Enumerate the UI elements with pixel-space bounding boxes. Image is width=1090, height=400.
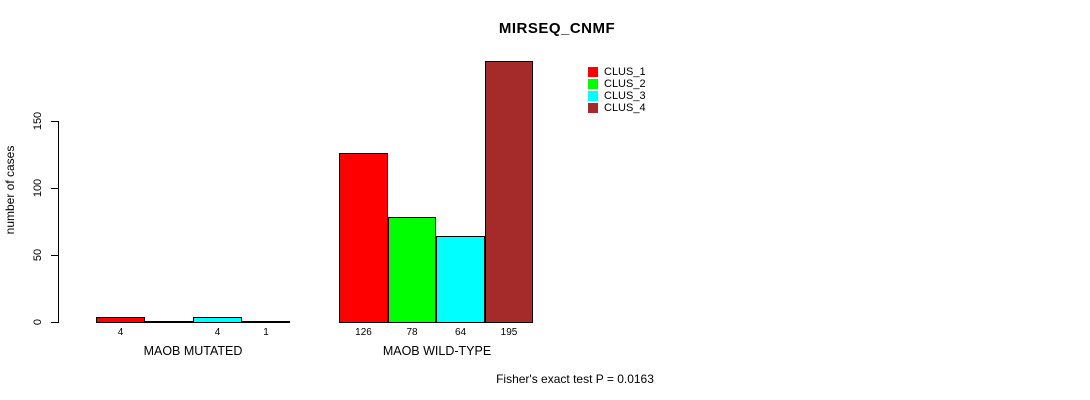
legend-label: CLUS_4 [604, 102, 646, 114]
legend-label: CLUS_2 [604, 78, 646, 90]
bar-clus_4-mutated [242, 321, 290, 323]
bar-clus_3-mutated [193, 317, 242, 323]
bar-clus_1-mutated [96, 317, 145, 323]
y-tick-mark [51, 121, 58, 122]
bar-value-label: 78 [406, 327, 418, 338]
y-tick-mark [51, 255, 58, 256]
y-axis-label: number of cases [3, 145, 17, 235]
bar-value-label: 195 [500, 327, 518, 338]
bar-value-label: 4 [214, 327, 221, 338]
legend-label: CLUS_1 [604, 66, 646, 78]
legend-swatch-icon [588, 91, 598, 101]
bar-clus_3-wildtype [436, 236, 485, 323]
y-tick-mark [51, 188, 58, 189]
legend-item-clus_4: CLUS_4 [588, 102, 646, 114]
bar-clus_2-wildtype [388, 217, 436, 323]
legend-item-clus_2: CLUS_2 [588, 78, 646, 90]
y-tick-label: 0 [32, 318, 44, 326]
group-label-wildtype: MAOB WILD-TYPE [382, 344, 492, 358]
y-tick-mark [51, 322, 58, 323]
y-axis-line [58, 121, 59, 323]
legend-item-clus_3: CLUS_3 [588, 90, 646, 102]
y-tick-label: 150 [32, 111, 44, 131]
chart-title: MIRSEQ_CNMF [498, 20, 616, 37]
bar-value-label: 126 [355, 327, 372, 338]
bar-clus_4-wildtype [485, 61, 533, 323]
y-tick-label: 50 [32, 248, 44, 262]
bar-value-label: 4 [117, 327, 124, 338]
legend-item-clus_1: CLUS_1 [588, 66, 646, 78]
bar-clus_2-mutated [145, 321, 193, 323]
y-tick-label: 100 [32, 178, 44, 198]
legend-swatch-icon [588, 79, 598, 89]
legend-swatch-icon [588, 103, 598, 113]
legend-label: CLUS_3 [604, 90, 646, 102]
group-label-mutated: MAOB MUTATED [143, 344, 243, 358]
bar-value-label: 64 [454, 327, 467, 338]
legend: CLUS_1 CLUS_2 CLUS_3 CLUS_4 [588, 66, 646, 114]
bar-value-label: 1 [263, 327, 269, 338]
legend-swatch-icon [588, 67, 598, 77]
fisher-test-note: Fisher's exact test P = 0.0163 [496, 372, 654, 386]
bar-clus_1-wildtype [339, 153, 388, 323]
